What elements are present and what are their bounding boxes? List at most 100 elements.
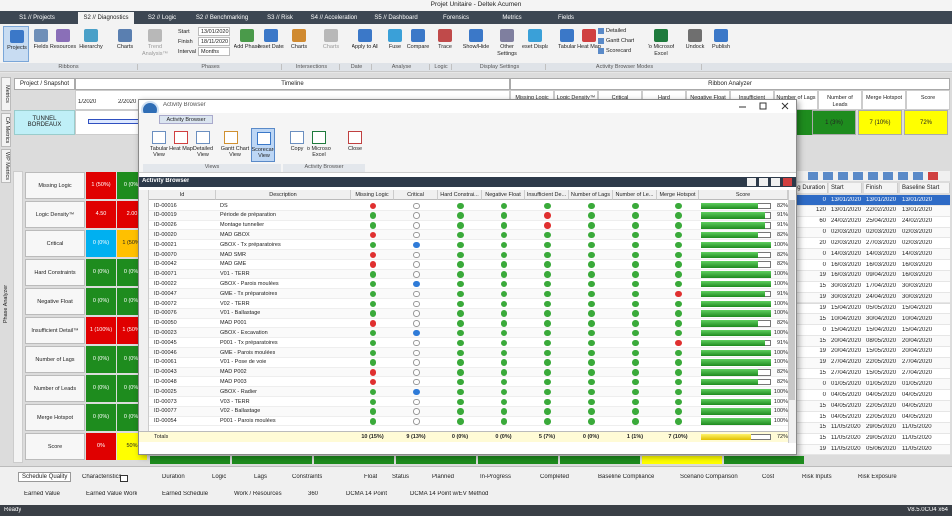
ribbon-button[interactable]: Detailed View <box>191 128 215 162</box>
ribbon-button[interactable]: Apply to All <box>352 26 378 62</box>
tab[interactable]: S4 // Acceleration <box>310 15 358 21</box>
report-tab[interactable]: Status <box>392 474 410 480</box>
toolbar-icon[interactable] <box>898 172 908 180</box>
report-tab[interactable]: Constraints <box>292 474 323 480</box>
ribbon-button[interactable]: Scorecard View <box>251 128 275 162</box>
row[interactable] <box>149 210 788 221</box>
tab[interactable]: S5 // Dashboard <box>374 15 418 21</box>
window-controls[interactable] <box>737 101 795 112</box>
ribbon-button[interactable]: Close <box>343 128 367 162</box>
tab[interactable]: S2 // Logic <box>147 15 177 21</box>
report-tab[interactable]: Baseline Compliance <box>598 474 655 480</box>
tab[interactable]: S2 // Diagnostics <box>78 12 134 24</box>
report-tab[interactable]: Risk Inputs <box>802 474 832 480</box>
panel-icon[interactable] <box>747 178 756 186</box>
ribbon-button[interactable]: Tabular <box>554 26 580 62</box>
field-value[interactable]: 18/11/2020 <box>198 37 230 46</box>
row[interactable] <box>149 328 788 339</box>
toolbar-icon[interactable] <box>823 172 833 180</box>
toolbar-icon[interactable] <box>883 172 893 180</box>
ribbon-button[interactable]: Trend Analysis™ <box>142 26 168 62</box>
row[interactable] <box>149 299 788 309</box>
row[interactable] <box>149 348 788 358</box>
ribbon-button[interactable]: Fields <box>28 26 54 62</box>
row[interactable] <box>149 387 788 397</box>
close[interactable] <box>781 102 789 110</box>
ribbon-button[interactable]: Hierarchy <box>78 26 104 62</box>
report-tab[interactable]: Earned Value <box>24 491 60 497</box>
report-tab[interactable]: DCMA 14 Point <box>346 491 388 497</box>
report-tab[interactable]: Lags <box>254 474 268 480</box>
toolbar-icon[interactable] <box>913 172 923 180</box>
small-button[interactable]: Scorecard <box>606 48 632 54</box>
report-tab[interactable]: Cost <box>762 474 775 480</box>
report-tab[interactable]: Earned Value Work <box>86 491 138 497</box>
panel-icon[interactable] <box>783 178 792 186</box>
ribbon-button[interactable]: Reset Dates <box>258 26 284 62</box>
side-tab[interactable]: Metrics <box>1 77 11 111</box>
ribbon-button[interactable]: Projects <box>3 26 29 62</box>
tab[interactable]: Forensics <box>442 15 469 21</box>
ribbon-button[interactable]: Heat Map <box>169 128 193 162</box>
row[interactable] <box>149 250 788 260</box>
report-tab[interactable]: Completed <box>540 474 570 480</box>
row[interactable] <box>149 416 788 427</box>
ribbon-button[interactable]: Charts <box>112 26 138 62</box>
toolbar-icon[interactable] <box>868 172 878 180</box>
ribbon-button[interactable]: Fuse <box>382 26 408 62</box>
row[interactable] <box>149 318 788 329</box>
ribbon-button[interactable]: Copy <box>285 128 309 162</box>
ribbon-button[interactable]: Resources <box>50 26 76 62</box>
report-tab[interactable]: Float <box>364 474 378 480</box>
row[interactable] <box>149 357 788 368</box>
report-tab[interactable]: Logic <box>212 474 227 480</box>
ribbon-button[interactable]: To Microsoft Excel <box>307 128 331 162</box>
report-tab[interactable]: Duration <box>162 474 185 480</box>
report-tab[interactable]: 360 <box>308 491 319 497</box>
report-tab[interactable]: Work / Resources <box>234 491 282 497</box>
scroll-thumb[interactable] <box>789 200 795 400</box>
ribbon-button[interactable]: Add Phase <box>234 26 260 62</box>
toolbar-icon[interactable] <box>838 172 848 180</box>
panel-icon[interactable] <box>759 178 768 186</box>
report-tab[interactable]: DCMA 14 Point w/EV Method <box>410 491 489 497</box>
ribbon-button[interactable]: Compare <box>405 26 431 62</box>
row[interactable] <box>149 220 788 231</box>
row[interactable] <box>149 308 788 319</box>
tab[interactable]: S2 // Benchmarking <box>195 15 249 21</box>
row[interactable] <box>149 201 788 211</box>
tab[interactable]: S1 // Projects <box>19 15 55 21</box>
small-button[interactable]: Detailed <box>606 28 627 34</box>
row[interactable] <box>149 269 788 280</box>
tab[interactable]: Fields <box>557 15 574 21</box>
report-tab[interactable]: Planned <box>432 474 455 480</box>
row[interactable] <box>149 377 788 388</box>
field-value[interactable]: Months <box>198 47 230 56</box>
ribbon-button[interactable]: Charts <box>286 26 312 62</box>
report-tab[interactable]: Earned Schedule <box>162 491 209 497</box>
ribbon-button[interactable]: Publish <box>708 26 734 62</box>
report-tab[interactable]: Characteristics <box>82 474 122 480</box>
tab[interactable]: S3 // Risk <box>267 15 293 21</box>
maximize[interactable] <box>759 102 767 110</box>
ribbon-button[interactable]: Gantt Chart View <box>219 128 251 162</box>
ribbon-button[interactable]: Tabular View <box>147 128 171 162</box>
toolbar-icon[interactable] <box>928 172 938 180</box>
row[interactable] <box>149 279 788 290</box>
side-tab[interactable]: CA Metrics <box>1 113 11 147</box>
row[interactable] <box>149 240 788 250</box>
row[interactable] <box>149 338 788 348</box>
small-button[interactable]: Gantt Chart <box>606 38 635 44</box>
ribbon-button[interactable]: Charts <box>318 26 344 62</box>
ribbon-button[interactable]: Show/Hide <box>463 26 489 62</box>
ribbon-button[interactable]: Heat Map <box>576 26 602 62</box>
row[interactable] <box>149 406 788 417</box>
row[interactable] <box>149 397 788 407</box>
ribbon-button[interactable]: Trace <box>432 26 458 62</box>
ribbon-button[interactable]: Reset Display <box>522 26 548 62</box>
ribbon-tab[interactable]: Activity Browser <box>159 115 213 124</box>
report-tab[interactable]: In-Progress <box>480 474 512 480</box>
toolbar-icon[interactable] <box>808 172 818 180</box>
field-value[interactable]: 13/01/2020 <box>198 27 230 36</box>
report-tab[interactable]: Schedule Quality <box>18 472 72 482</box>
